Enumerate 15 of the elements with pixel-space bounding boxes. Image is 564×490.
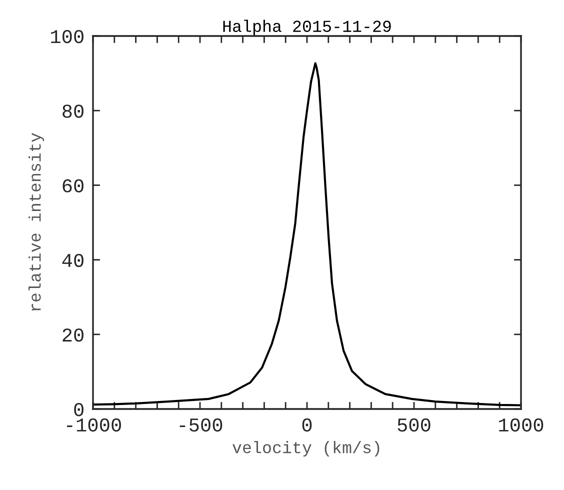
x-tick-label: -500 (180, 418, 222, 432)
x-tick-label: -1000 (67, 418, 121, 432)
y-axis-title: relative intensity (28, 133, 44, 311)
x-tick-label: 1000 (499, 418, 544, 432)
x-tick-label: 500 (398, 418, 430, 432)
y-tick-label: 0 (74, 403, 84, 416)
x-axis-title: velocity (km/s) (232, 441, 380, 457)
chart-title: Halpha 2015-11-29 (223, 20, 391, 36)
y-tick-label: 100 (51, 30, 84, 44)
line-series (93, 62, 521, 406)
y-tick-label: 60 (62, 179, 84, 192)
x-tick-label: 0 (302, 418, 312, 432)
y-tick-label: 80 (62, 104, 84, 118)
y-tick-label: 40 (62, 254, 84, 268)
y-tick-label: 20 (62, 328, 84, 342)
